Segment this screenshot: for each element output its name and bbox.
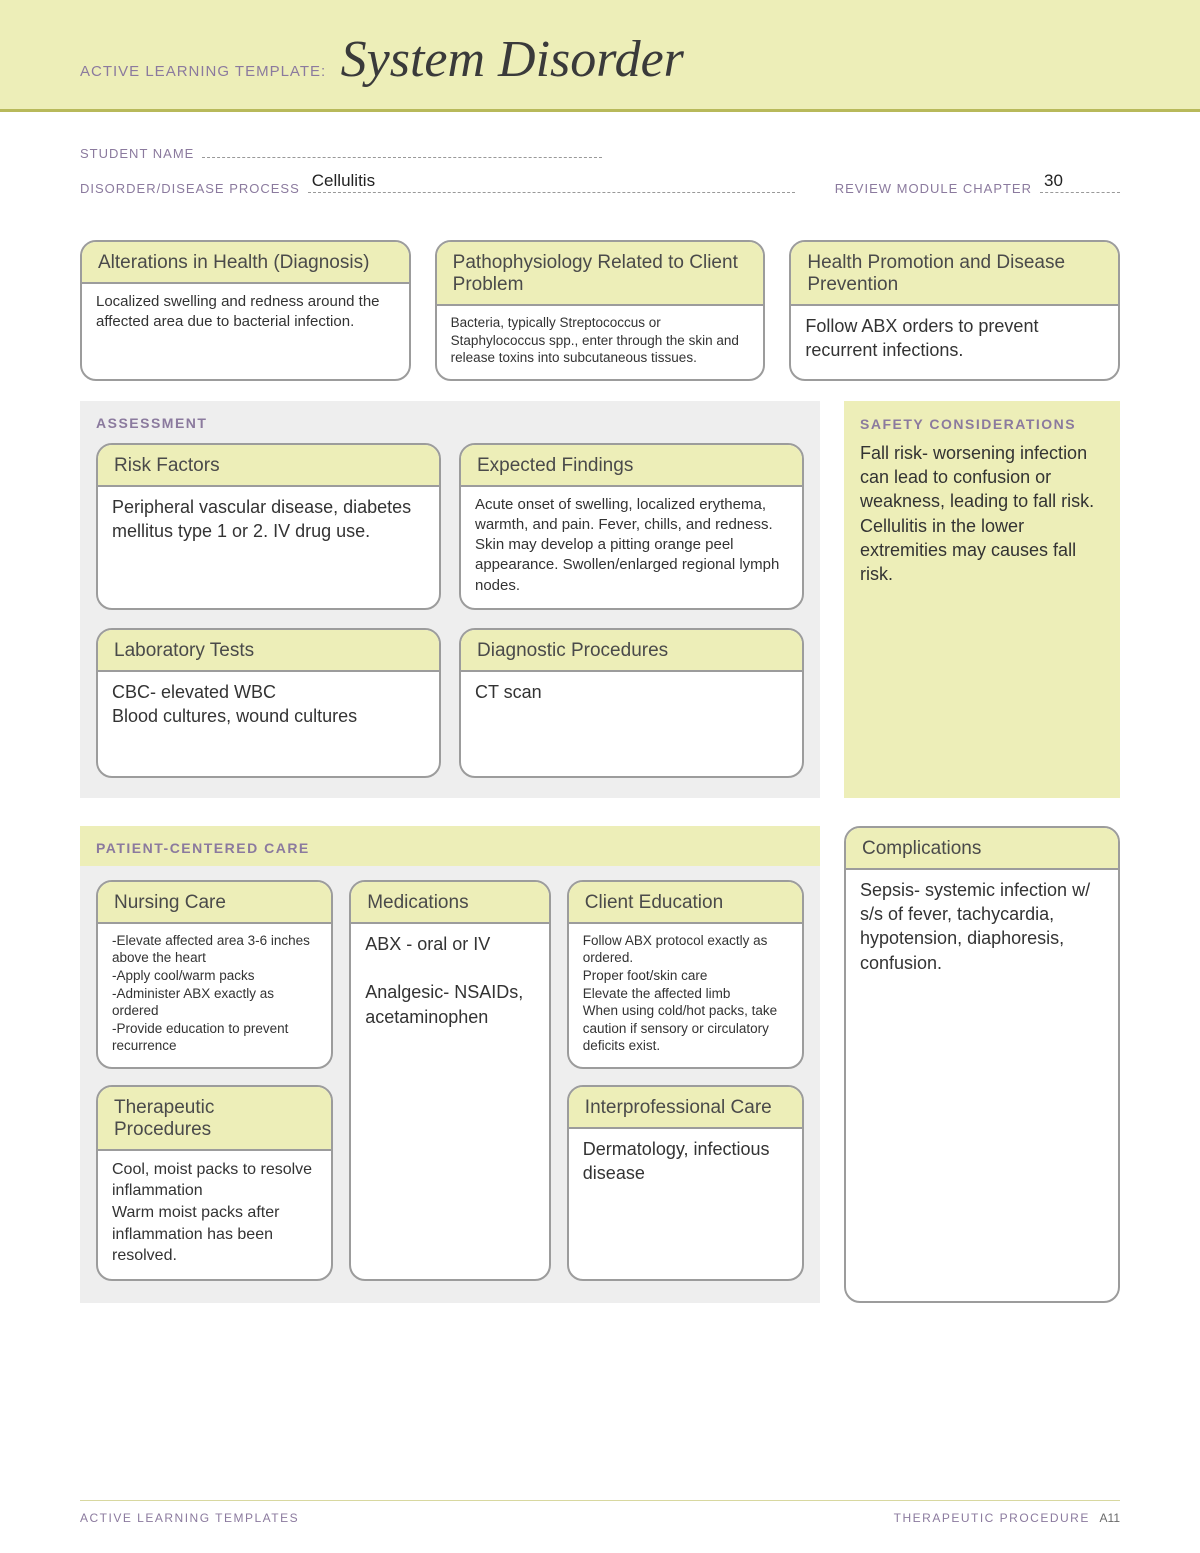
header-band: ACTIVE LEARNING TEMPLATE: System Disorde… [0,0,1200,112]
promo-title: Health Promotion and Disease Prevention [791,242,1118,306]
assessment-row: ASSESSMENT Risk Factors Peripheral vascu… [80,401,1120,798]
risk-card: Risk Factors Peripheral vascular disease… [96,443,441,610]
therapeutic-card: Therapeutic Procedures Cool, moist packs… [96,1085,333,1281]
top-row: Alterations in Health (Diagnosis) Locali… [80,240,1120,381]
footer-page: A11 [1100,1511,1120,1525]
education-title: Client Education [569,882,802,924]
disorder-field[interactable]: Cellulitis [308,175,795,193]
meds-title: Medications [351,882,549,924]
findings-card: Expected Findings Acute onset of swellin… [459,443,804,610]
risk-title: Risk Factors [98,445,439,487]
pcc-row: PATIENT-CENTERED CARE Nursing Care -Elev… [80,826,1120,1303]
header-title: System Disorder [341,30,684,89]
complications-card: Complications Sepsis- systemic infection… [844,826,1120,1303]
complications-title: Complications [846,828,1118,870]
education-card: Client Education Follow ABX protocol exa… [567,880,804,1069]
therapeutic-body: Cool, moist packs to resolve inflammatio… [98,1151,331,1279]
nursing-title: Nursing Care [98,882,331,924]
labs-card: Laboratory Tests CBC- elevated WBC Blood… [96,628,441,778]
chapter-field[interactable]: 30 [1040,175,1120,193]
complications-body: Sepsis- systemic infection w/ s/s of fev… [846,870,1118,1301]
findings-body: Acute onset of swelling, localized eryth… [461,487,802,608]
education-body: Follow ABX protocol exactly as ordered. … [569,924,802,1067]
labs-title: Laboratory Tests [98,630,439,672]
pcc-section: PATIENT-CENTERED CARE Nursing Care -Elev… [80,826,820,1303]
safety-body: Fall risk- worsening infection can lead … [860,441,1104,587]
chapter-value: 30 [1044,171,1063,191]
student-name-label: STUDENT NAME [80,146,194,161]
footer: ACTIVE LEARNING TEMPLATES THERAPEUTIC PR… [80,1500,1120,1525]
alterations-body: Localized swelling and redness around th… [82,284,409,379]
nursing-body: -Elevate affected area 3-6 inches above … [98,924,331,1067]
patho-card: Pathophysiology Related to Client Proble… [435,240,766,381]
student-name-field[interactable] [202,140,602,158]
nursing-card: Nursing Care -Elevate affected area 3-6 … [96,880,333,1069]
meds-card: Medications ABX - oral or IV Analgesic- … [349,880,551,1281]
inter-card: Interprofessional Care Dermatology, infe… [567,1085,804,1281]
risk-body: Peripheral vascular disease, diabetes me… [98,487,439,608]
disorder-value: Cellulitis [312,171,375,191]
safety-label: SAFETY CONSIDERATIONS [860,415,1104,433]
diag-body: CT scan [461,672,802,776]
meta-block: STUDENT NAME DISORDER/DISEASE PROCESS Ce… [0,112,1200,220]
pcc-label: PATIENT-CENTERED CARE [96,840,804,856]
diag-card: Diagnostic Procedures CT scan [459,628,804,778]
footer-right: THERAPEUTIC PROCEDURE A11 [894,1511,1120,1525]
footer-right-label: THERAPEUTIC PROCEDURE [894,1511,1090,1525]
promo-card: Health Promotion and Disease Prevention … [789,240,1120,381]
inter-title: Interprofessional Care [569,1087,802,1129]
page: ACTIVE LEARNING TEMPLATE: System Disorde… [0,0,1200,1553]
therapeutic-title: Therapeutic Procedures [98,1087,331,1151]
assessment-section: ASSESSMENT Risk Factors Peripheral vascu… [80,401,820,798]
header-prefix: ACTIVE LEARNING TEMPLATE: [80,63,326,80]
footer-left: ACTIVE LEARNING TEMPLATES [80,1511,299,1525]
labs-body: CBC- elevated WBC Blood cultures, wound … [98,672,439,776]
assessment-label: ASSESSMENT [96,415,804,431]
alterations-title: Alterations in Health (Diagnosis) [82,242,409,284]
safety-section: SAFETY CONSIDERATIONS Fall risk- worseni… [844,401,1120,798]
inter-body: Dermatology, infectious disease [569,1129,802,1279]
patho-title: Pathophysiology Related to Client Proble… [437,242,764,306]
promo-body: Follow ABX orders to prevent recurrent i… [791,306,1118,379]
content: Alterations in Health (Diagnosis) Locali… [0,220,1200,1303]
meds-body: ABX - oral or IV Analgesic- NSAIDs, acet… [351,924,549,1279]
patho-body: Bacteria, typically Streptococcus or Sta… [437,306,764,379]
chapter-label: REVIEW MODULE CHAPTER [835,181,1032,196]
alterations-card: Alterations in Health (Diagnosis) Locali… [80,240,411,381]
diag-title: Diagnostic Procedures [461,630,802,672]
findings-title: Expected Findings [461,445,802,487]
disorder-label: DISORDER/DISEASE PROCESS [80,181,300,196]
